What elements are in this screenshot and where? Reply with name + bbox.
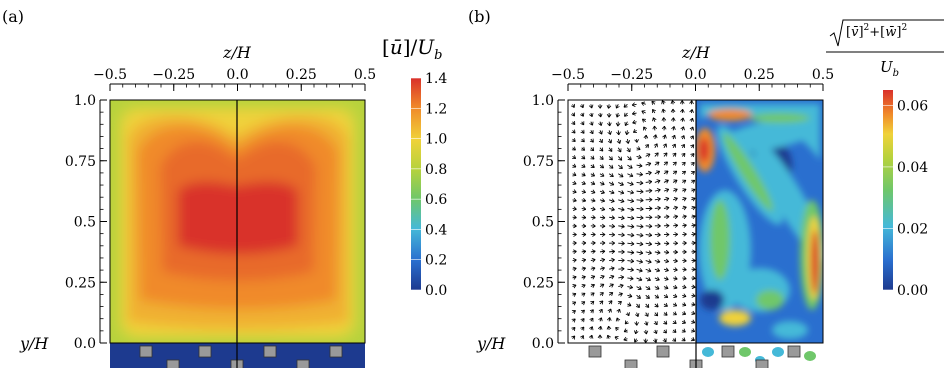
- panel-a-xlabel: z/H: [222, 43, 252, 62]
- colorbar-tick-label: 0.8: [425, 162, 447, 178]
- panel-b-roughness-7: [756, 360, 768, 368]
- panel-b-roughness-3: [722, 346, 734, 357]
- panel-a-roughness-4: [330, 346, 342, 357]
- panel-a-ylabel: y/H: [19, 334, 49, 353]
- panel-b-x-ticks: −0.5 −0.25 0.0 0.25 0.5: [551, 67, 834, 91]
- x-tick-label: −0.25: [610, 67, 653, 83]
- x-tick-label: 0.25: [744, 67, 775, 83]
- y-tick-label: 0.75: [65, 154, 96, 170]
- y-tick-label: 0.75: [523, 154, 554, 170]
- colorbar-tick-label: 0.06: [897, 98, 928, 114]
- panel-a-y-ticks: 0.0 0.25 0.5 0.75 1.0: [65, 93, 107, 352]
- svg-text:Ub: Ub: [880, 58, 899, 79]
- panel-b: −0.5 −0.25 0.0 0.25 0.5 z/H 0.0 0.25 0.5 0.75 1.…: [476, 20, 944, 368]
- panel-b-roughness-4: [788, 346, 800, 357]
- y-tick-label: 0.0: [532, 336, 554, 352]
- panel-a-label: (a): [2, 7, 24, 26]
- panel-b-roughness-2: [657, 346, 669, 357]
- panel-b-colorbar: [883, 90, 893, 290]
- y-tick-label: 1.0: [74, 93, 96, 109]
- colorbar-tick-label: 0.0: [425, 283, 447, 299]
- x-tick-label: 0.25: [286, 67, 317, 83]
- x-tick-label: −0.5: [93, 67, 127, 83]
- panel-a-roughness-3: [264, 346, 276, 357]
- colorbar-tick-label: 0.4: [425, 222, 447, 238]
- x-tick-label: 0.5: [812, 67, 834, 83]
- y-tick-label: 1.0: [532, 93, 554, 109]
- colorbar-tick-label: 0.2: [425, 253, 447, 269]
- panel-b-magnitude-field: [695, 100, 837, 368]
- panel-a: −0.5 −0.25 0.0 0.25 0.5 z/H 0.0 0.25 0.5 0.75 1.…: [19, 35, 447, 368]
- y-tick-label: 0.0: [74, 336, 96, 352]
- panel-a-roughness-1: [140, 346, 152, 357]
- panel-b-roughness-5: [625, 360, 637, 368]
- y-tick-label: 0.25: [65, 275, 96, 291]
- panel-b-ylabel: y/H: [476, 334, 506, 353]
- colorbar-tick-label: 0.6: [425, 192, 447, 208]
- panel-b-y-ticks: 0.0 0.25 0.5 0.75 1.0: [523, 93, 565, 352]
- panel-b-label: (b): [468, 7, 491, 26]
- panel-a-colorbar: [411, 78, 421, 290]
- colorbar-tick-label: 1.0: [425, 132, 447, 148]
- colorbar-tick-label: 0.04: [897, 160, 928, 176]
- colorbar-tick-label: 1.4: [425, 71, 447, 87]
- y-tick-label: 0.5: [74, 215, 96, 231]
- y-tick-label: 0.25: [523, 275, 554, 291]
- panel-a-roughness-2: [199, 346, 211, 357]
- x-tick-label: −0.5: [551, 67, 585, 83]
- panel-b-colorbar-label: [v̄]2+[w̄]2 Ub: [826, 20, 944, 79]
- colorbar-tick-label: 1.2: [425, 101, 447, 117]
- panel-a-x-ticks: −0.5 −0.25 0.0 0.25 0.5: [93, 67, 376, 91]
- colorbar-tick-label: 0.02: [897, 221, 928, 237]
- panel-a-roughness-5: [167, 360, 179, 368]
- panel-b-xlabel: z/H: [681, 43, 711, 62]
- panel-a-roughness-7: [297, 360, 309, 368]
- svg-text:[v̄]2+[w̄]2: [v̄]2+[w̄]2: [846, 23, 907, 40]
- x-tick-label: 0.5: [354, 67, 376, 83]
- x-tick-label: 0.0: [226, 67, 248, 83]
- colorbar-tick-label: 0.00: [897, 283, 928, 299]
- panel-b-vector-bg: [568, 100, 696, 343]
- x-tick-label: −0.25: [152, 67, 195, 83]
- y-tick-label: 0.5: [532, 215, 554, 231]
- x-tick-label: 0.0: [684, 67, 706, 83]
- panel-a-colorbar-label: [ū]/Ub: [382, 35, 442, 63]
- panel-b-roughness-1: [589, 346, 601, 357]
